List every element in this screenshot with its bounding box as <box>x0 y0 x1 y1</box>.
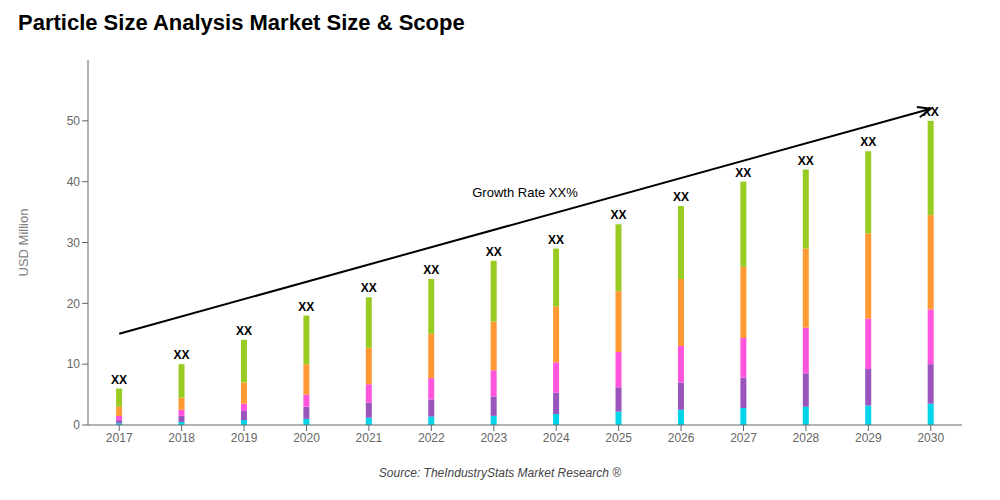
svg-text:Growth Rate XX%: Growth Rate XX% <box>472 185 578 200</box>
svg-text:20: 20 <box>67 297 81 311</box>
svg-text:XX: XX <box>361 281 377 295</box>
html-text:Source: TheIndustryStats Marke: Source: TheIndustryStats Market Research… <box>378 466 622 480</box>
svg-text:XX: XX <box>923 105 939 119</box>
svg-text:40: 40 <box>67 175 81 189</box>
svg-text:XX: XX <box>611 208 627 222</box>
svg-text:2018: 2018 <box>168 431 195 445</box>
svg-text:USD Million: USD Million <box>16 209 31 277</box>
svg-text:2023: 2023 <box>480 431 507 445</box>
svg-text:2022: 2022 <box>418 431 445 445</box>
svg-text:2030: 2030 <box>917 431 944 445</box>
svg-text:XX: XX <box>486 245 502 259</box>
svg-text:XX: XX <box>174 348 190 362</box>
svg-text:XX: XX <box>548 233 564 247</box>
svg-text:2024: 2024 <box>543 431 570 445</box>
svg-text:2019: 2019 <box>231 431 258 445</box>
svg-text:XX: XX <box>673 190 689 204</box>
svg-text:2029: 2029 <box>855 431 882 445</box>
svg-text:XX: XX <box>298 300 314 314</box>
html-text:Particle Size Analysis Market: Particle Size Analysis Market Size & Sco… <box>18 10 465 35</box>
svg-text:XX: XX <box>860 135 876 149</box>
svg-text:2020: 2020 <box>293 431 320 445</box>
svg-text:30: 30 <box>67 236 81 250</box>
svg-text:XX: XX <box>111 373 127 387</box>
svg-text:50: 50 <box>67 114 81 128</box>
svg-text:10: 10 <box>67 357 81 371</box>
svg-text:XX: XX <box>236 324 252 338</box>
svg-text:2025: 2025 <box>605 431 632 445</box>
svg-text:XX: XX <box>735 166 751 180</box>
svg-text:2017: 2017 <box>106 431 133 445</box>
svg-text:2021: 2021 <box>356 431 383 445</box>
svg-text:2026: 2026 <box>668 431 695 445</box>
svg-text:0: 0 <box>73 418 80 432</box>
svg-text:2028: 2028 <box>793 431 820 445</box>
svg-text:XX: XX <box>423 263 439 277</box>
svg-text:2027: 2027 <box>730 431 757 445</box>
svg-text:XX: XX <box>798 154 814 168</box>
